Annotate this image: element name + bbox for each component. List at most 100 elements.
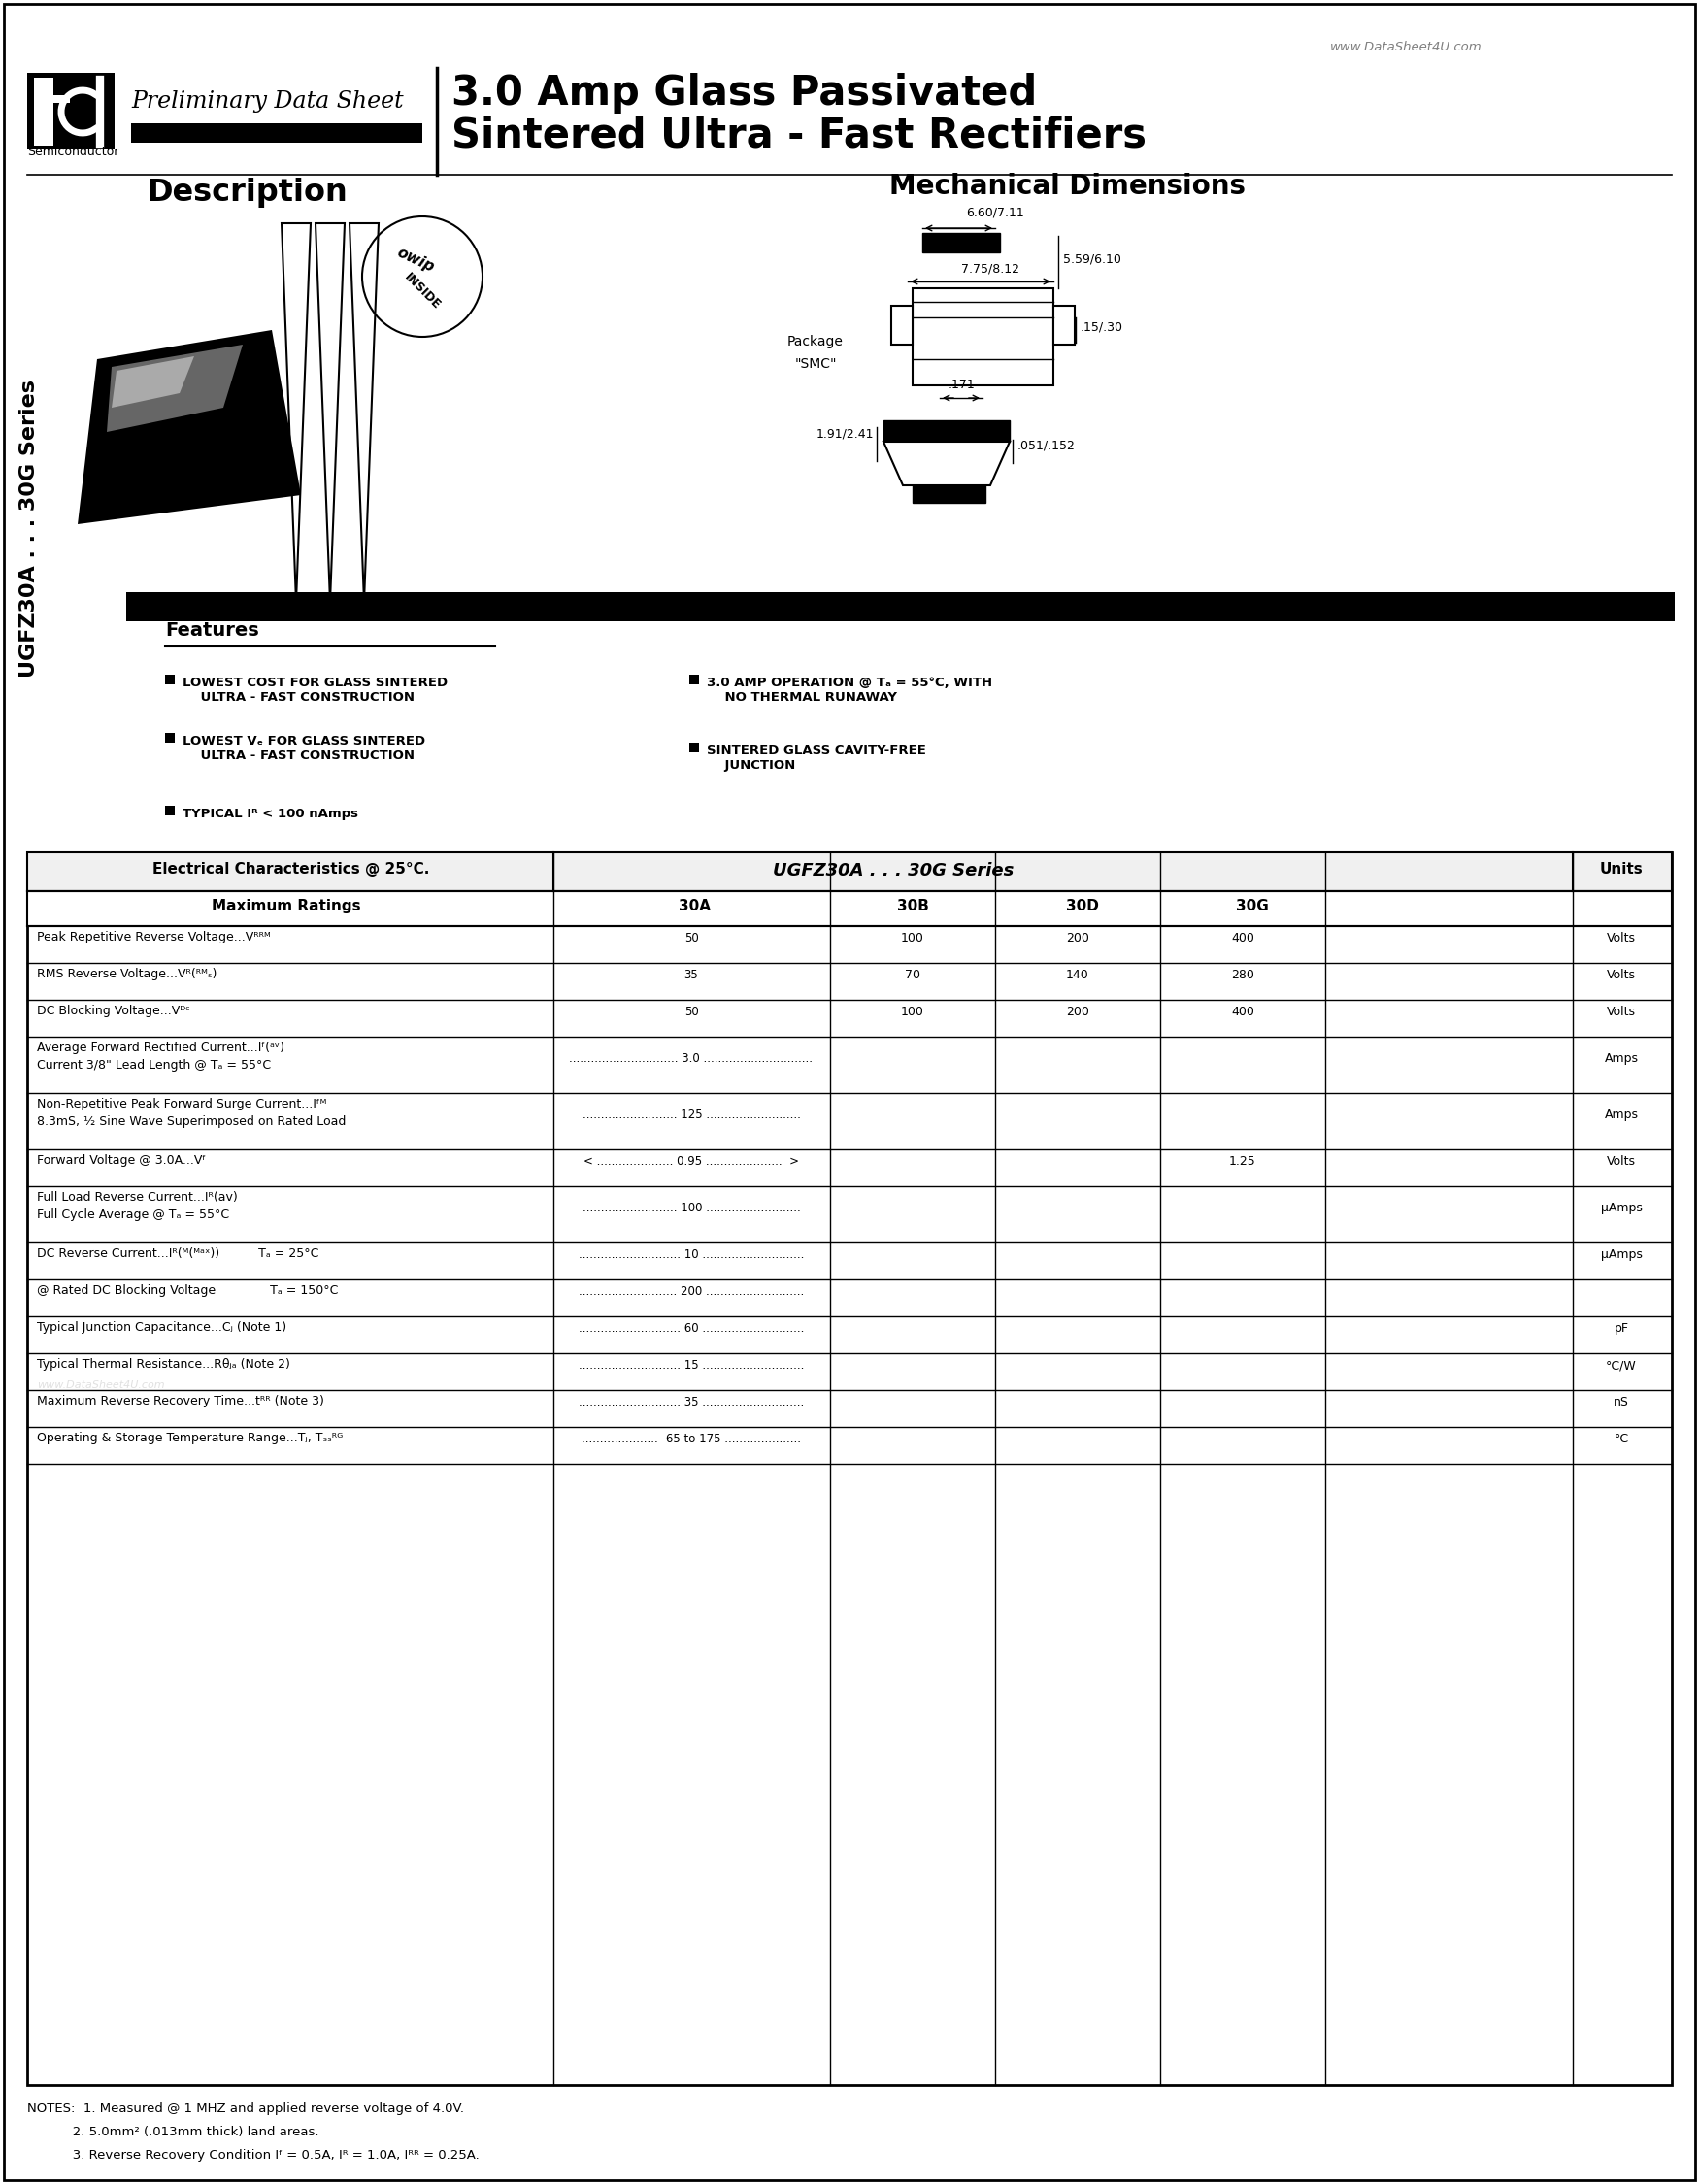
Text: Sintered Ultra - Fast Rectifiers: Sintered Ultra - Fast Rectifiers <box>452 114 1147 155</box>
Text: ............................ 35 ............................: ............................ 35 ........… <box>578 1396 804 1409</box>
Text: Maximum Ratings: Maximum Ratings <box>212 900 360 913</box>
Bar <box>923 234 1001 253</box>
Bar <box>883 419 1009 441</box>
Text: 3.0 AMP OPERATION @ Tₐ = 55°C, WITH
    NO THERMAL RUNAWAY: 3.0 AMP OPERATION @ Tₐ = 55°C, WITH NO T… <box>707 677 992 703</box>
Text: SINTERED GLASS CAVITY-FREE
    JUNCTION: SINTERED GLASS CAVITY-FREE JUNCTION <box>707 745 926 771</box>
Text: Amps: Amps <box>1604 1053 1638 1066</box>
Polygon shape <box>34 79 70 146</box>
Bar <box>165 806 175 815</box>
Text: 1.25: 1.25 <box>1230 1155 1256 1168</box>
Text: .......................... 125 ..........................: .......................... 125 .........… <box>583 1109 800 1120</box>
Text: 100: 100 <box>900 933 924 943</box>
Bar <box>126 592 1675 620</box>
Text: 3.0 Amp Glass Passivated: 3.0 Amp Glass Passivated <box>452 72 1036 114</box>
Text: Volts: Volts <box>1607 1005 1636 1018</box>
Text: .051/.152: .051/.152 <box>1018 439 1075 452</box>
Text: 30D: 30D <box>1065 900 1099 913</box>
Bar <box>165 675 175 684</box>
Bar <box>892 306 912 345</box>
Polygon shape <box>78 330 301 524</box>
Text: 100: 100 <box>900 1005 924 1018</box>
Text: LOWEST Vₑ FOR GLASS SINTERED
    ULTRA - FAST CONSTRUCTION: LOWEST Vₑ FOR GLASS SINTERED ULTRA - FAS… <box>182 734 425 762</box>
Bar <box>912 288 1053 384</box>
Text: Package
"SMC": Package "SMC" <box>787 334 844 371</box>
Text: 6.60/7.11: 6.60/7.11 <box>967 207 1024 218</box>
Text: 1.91/2.41: 1.91/2.41 <box>816 428 873 439</box>
Text: Units: Units <box>1600 863 1643 876</box>
Text: 30B: 30B <box>897 900 929 913</box>
Text: °C/W: °C/W <box>1606 1358 1636 1372</box>
Text: INSIDE: INSIDE <box>401 271 443 312</box>
Bar <box>27 852 1672 891</box>
Text: DC Reverse Current...Iᴿ(ᴹ(ᴹᵃˣ))          Tₐ = 25°C: DC Reverse Current...Iᴿ(ᴹ(ᴹᵃˣ)) Tₐ = 25°… <box>37 1247 319 1260</box>
Text: nS: nS <box>1614 1396 1629 1409</box>
Text: 7.75/8.12: 7.75/8.12 <box>962 262 1019 275</box>
Text: .171: .171 <box>948 378 975 391</box>
Bar <box>690 743 698 751</box>
Text: Forward Voltage @ 3.0A...Vᶠ: Forward Voltage @ 3.0A...Vᶠ <box>37 1153 206 1166</box>
Text: Volts: Volts <box>1607 933 1636 943</box>
Text: 400: 400 <box>1232 1005 1254 1018</box>
Text: www.DataSheet4U.com: www.DataSheet4U.com <box>37 1380 165 1389</box>
Text: Non-Repetitive Peak Forward Surge Current...Iᶠᴹ
8.3mS, ½ Sine Wave Superimposed : Non-Repetitive Peak Forward Surge Curren… <box>37 1099 347 1127</box>
Text: UGFZ30A . . . 30G Series: UGFZ30A . . . 30G Series <box>19 380 39 677</box>
Text: 50: 50 <box>685 933 698 943</box>
Text: 5.59/6.10: 5.59/6.10 <box>1064 253 1121 264</box>
Bar <box>27 891 1672 926</box>
Text: ............................ 60 ............................: ............................ 60 ........… <box>578 1321 804 1334</box>
Text: .15/.30: .15/.30 <box>1081 321 1123 332</box>
Text: Operating & Storage Temperature Range...Tⱼ, Tₛₛᴿᴳ: Operating & Storage Temperature Range...… <box>37 1433 343 1444</box>
Text: Average Forward Rectified Current...Iᶠ(ᵃᵛ)
Current 3/8" Lead Length @ Tₐ = 55°C: Average Forward Rectified Current...Iᶠ(ᵃ… <box>37 1042 284 1072</box>
Text: 400: 400 <box>1232 933 1254 943</box>
Text: RMS Reverse Voltage...Vᴿ(ᴿᴹₛ): RMS Reverse Voltage...Vᴿ(ᴿᴹₛ) <box>37 968 217 981</box>
Text: 30A: 30A <box>678 900 710 913</box>
Text: Features: Features <box>165 620 258 640</box>
Text: Volts: Volts <box>1607 970 1636 981</box>
Text: 140: 140 <box>1067 970 1089 981</box>
Text: Typical Junction Capacitance...Cⱼ (Note 1): Typical Junction Capacitance...Cⱼ (Note … <box>37 1321 287 1334</box>
Text: TYPICAL Iᴿ < 100 nAmps: TYPICAL Iᴿ < 100 nAmps <box>182 808 358 821</box>
Text: @ Rated DC Blocking Voltage              Tₐ = 150°C: @ Rated DC Blocking Voltage Tₐ = 150°C <box>37 1284 338 1297</box>
Text: Full Load Reverse Current...Iᴿ(av)
Full Cycle Average @ Tₐ = 55°C: Full Load Reverse Current...Iᴿ(av) Full … <box>37 1190 238 1221</box>
Text: 35: 35 <box>685 970 698 981</box>
Text: .......................... 100 ..........................: .......................... 100 .........… <box>583 1201 800 1214</box>
Text: .............................. 3.0 ..............................: .............................. 3.0 .....… <box>569 1053 814 1066</box>
Text: < ..................... 0.95 .....................  >: < ..................... 0.95 ...........… <box>583 1155 799 1168</box>
Text: Semiconductor: Semiconductor <box>27 146 119 157</box>
Text: Typical Thermal Resistance...Rθⱼₐ (Note 2): Typical Thermal Resistance...Rθⱼₐ (Note … <box>37 1358 291 1372</box>
Text: Amps: Amps <box>1604 1109 1638 1120</box>
Text: Maximum Reverse Recovery Time...tᴿᴿ (Note 3): Maximum Reverse Recovery Time...tᴿᴿ (Not… <box>37 1396 325 1406</box>
Text: °C: °C <box>1614 1433 1629 1446</box>
Text: 200: 200 <box>1065 933 1089 943</box>
Text: 3. Reverse Recovery Condition Iᶠ = 0.5A, Iᴿ = 1.0A, Iᴿᴿ = 0.25A.: 3. Reverse Recovery Condition Iᶠ = 0.5A,… <box>27 2149 479 2162</box>
Text: Electrical Characteristics @ 25°C.: Electrical Characteristics @ 25°C. <box>153 863 430 876</box>
Text: 200: 200 <box>1065 1005 1089 1018</box>
Text: ............................ 10 ............................: ............................ 10 ........… <box>578 1249 804 1260</box>
Text: NOTES:  1. Measured @ 1 MHZ and applied reverse voltage of 4.0V.: NOTES: 1. Measured @ 1 MHZ and applied r… <box>27 2103 464 2114</box>
Text: μAmps: μAmps <box>1600 1201 1643 1214</box>
Polygon shape <box>883 441 1009 485</box>
Bar <box>131 122 423 142</box>
Text: μAmps: μAmps <box>1600 1249 1643 1260</box>
Text: owip: owip <box>394 245 437 275</box>
Polygon shape <box>112 356 194 408</box>
Text: ..................... -65 to 175 .....................: ..................... -65 to 175 .......… <box>581 1433 800 1446</box>
Text: DC Blocking Voltage...Vᴰᶜ: DC Blocking Voltage...Vᴰᶜ <box>37 1005 190 1018</box>
Text: Mechanical Dimensions: Mechanical Dimensions <box>890 173 1245 201</box>
Text: pF: pF <box>1614 1321 1629 1334</box>
Text: Volts: Volts <box>1607 1155 1636 1168</box>
Text: ............................ 15 ............................: ............................ 15 ........… <box>578 1358 804 1372</box>
Text: 30G: 30G <box>1237 900 1269 913</box>
Text: 2. 5.0mm² (.013mm thick) land areas.: 2. 5.0mm² (.013mm thick) land areas. <box>27 2125 319 2138</box>
Text: 50: 50 <box>685 1005 698 1018</box>
Text: 70: 70 <box>906 970 921 981</box>
Bar <box>912 485 985 502</box>
Text: Description: Description <box>148 177 348 207</box>
Text: ........................... 200 ...........................: ........................... 200 ........… <box>578 1284 804 1297</box>
Text: Preliminary Data Sheet: Preliminary Data Sheet <box>131 90 404 114</box>
Text: UGFZ30A . . . 30G Series: UGFZ30A . . . 30G Series <box>773 863 1014 880</box>
Text: 280: 280 <box>1232 970 1254 981</box>
Bar <box>690 675 698 684</box>
Text: LOWEST COST FOR GLASS SINTERED
    ULTRA - FAST CONSTRUCTION: LOWEST COST FOR GLASS SINTERED ULTRA - F… <box>182 677 449 703</box>
Text: Peak Repetitive Reverse Voltage...Vᴿᴿᴹ: Peak Repetitive Reverse Voltage...Vᴿᴿᴹ <box>37 930 270 943</box>
